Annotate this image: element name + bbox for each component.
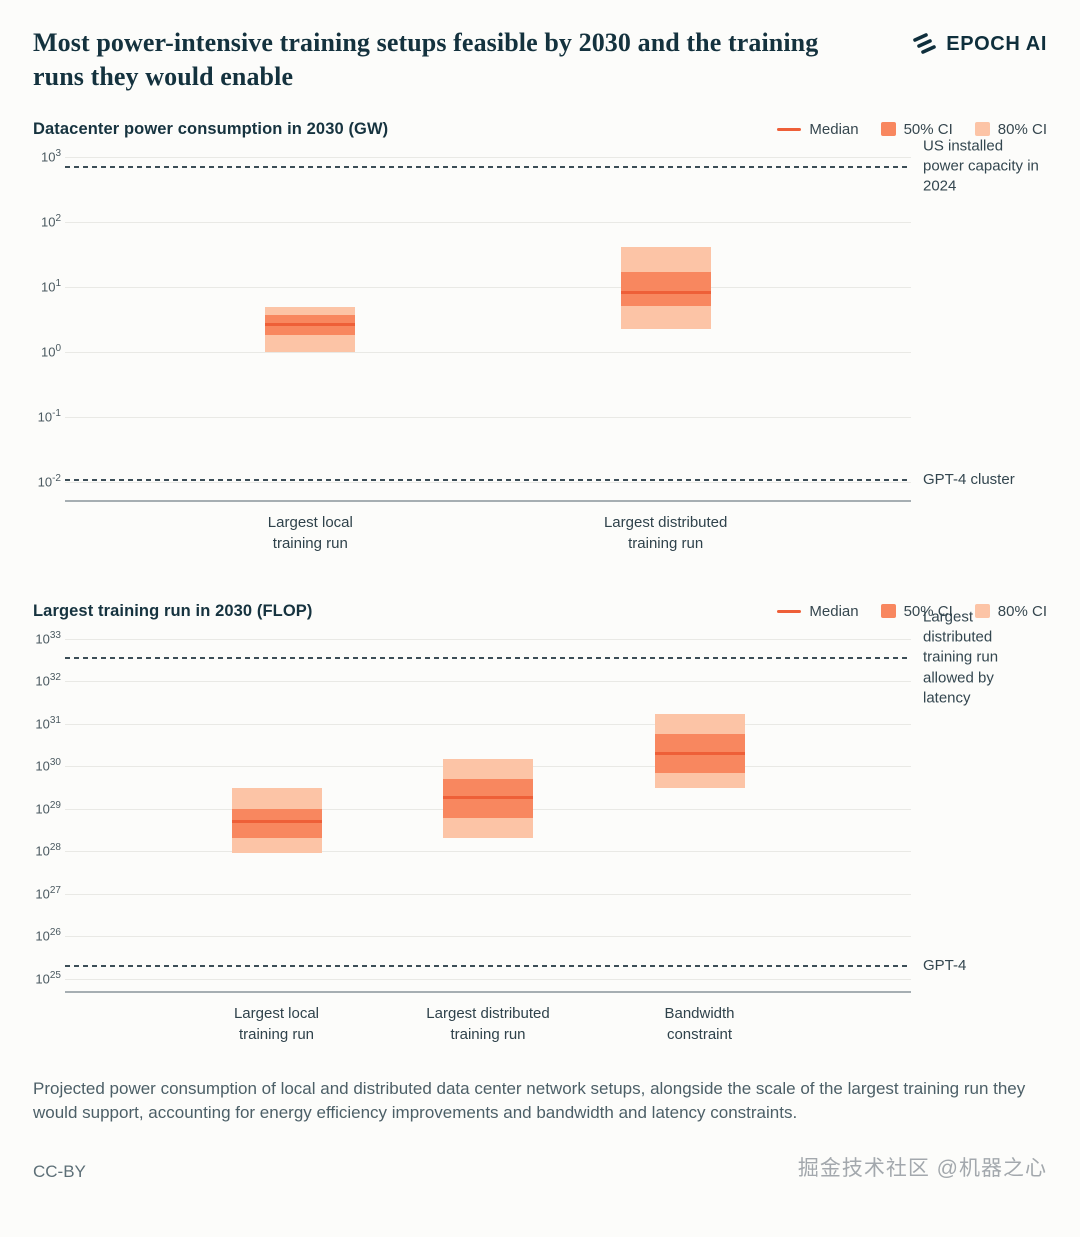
header: Most power-intensive training setups fea…	[33, 26, 1047, 94]
power-chart-title: Datacenter power consumption in 2030 (GW…	[33, 119, 389, 138]
legend-label-ci50: 50% CI	[903, 602, 953, 620]
reference-label: US installed power capacity in 2024	[923, 137, 1039, 195]
gridline	[65, 638, 911, 640]
epoch-ai-logo: EPOCH AI	[911, 32, 1047, 57]
gridline	[65, 351, 911, 353]
y-axis-tick-label: 1030	[35, 757, 61, 774]
y-axis-tick-label: 1026	[35, 927, 61, 944]
y-axis-tick-label: 1033	[35, 629, 61, 646]
ci50-swatch-icon	[880, 122, 896, 137]
median-swatch-icon	[777, 609, 802, 613]
ci50-swatch-icon	[880, 604, 896, 619]
figure-caption: Projected power consumption of local and…	[33, 1078, 1026, 1123]
y-axis-tick-label: 1032	[35, 672, 61, 689]
y-axis-tick-label: 102	[40, 212, 61, 229]
x-axis-line	[65, 990, 911, 993]
epoch-logo-icon	[913, 33, 937, 54]
y-axis-tick-label: 10-1	[37, 407, 61, 424]
y-axis-tick-label: 1027	[35, 884, 61, 901]
legend-item-median: Median	[777, 120, 859, 138]
y-axis-tick-label: 101	[40, 277, 61, 294]
legend-item-ci80: 80% CI	[974, 120, 1047, 138]
y-axis-tick-label: 1025	[35, 969, 61, 986]
power-chart-header: Datacenter power consumption in 2030 (GW…	[33, 120, 1047, 139]
reference-line	[65, 165, 911, 168]
training-run-chart: 1033 1032 1031 1030 1029 1028 1027 1026 1025 Larg…	[33, 608, 1047, 1053]
gridline	[65, 286, 911, 288]
legend-item-median: Median	[777, 602, 859, 620]
reference-line	[65, 656, 911, 659]
category-label: Largest distributed training run	[426, 1004, 550, 1043]
flop-chart-header: Largest training run in 2030 (FLOP) Medi…	[33, 602, 1047, 621]
y-axis-tick-label: 1029	[35, 799, 61, 816]
gridline	[65, 156, 911, 158]
y-axis-tick-label: 1028	[35, 842, 61, 859]
reference-label: GPT-4	[923, 956, 967, 974]
y-axis-tick-label: 10-2	[37, 472, 61, 489]
watermark-text: 掘金技术社区 @机器之心	[797, 1156, 1047, 1180]
median-line	[265, 323, 356, 327]
gridline	[65, 681, 911, 683]
chart-legend: Median 50% CI 80% CI	[777, 603, 1047, 620]
chart-legend: Median 50% CI 80% CI	[777, 121, 1047, 138]
category-label: Largest local training run	[267, 513, 353, 552]
footer: CC-BY 掘金技术社区 @机器之心	[33, 1152, 1047, 1182]
reference-label: GPT-4 cluster	[923, 471, 1015, 489]
legend-label-ci50: 50% CI	[903, 120, 953, 138]
y-axis-tick-label: 100	[40, 342, 61, 359]
reference-label: Largest distributed training run allowed…	[923, 608, 999, 707]
legend-label-median: Median	[809, 120, 859, 138]
gridline	[65, 893, 911, 895]
y-axis-tick-label: 103	[40, 147, 61, 164]
gridline	[65, 978, 911, 980]
gridline	[65, 723, 911, 725]
flop-chart-panel: Largest training run in 2030 (FLOP) Medi…	[33, 602, 1047, 1053]
flop-chart-title: Largest training run in 2030 (FLOP)	[33, 601, 313, 620]
ci-50-box	[620, 271, 711, 307]
power-chart-panel: Datacenter power consumption in 2030 (GW…	[33, 120, 1047, 562]
legend-label-ci80: 80% CI	[997, 602, 1047, 620]
reference-line	[65, 479, 911, 482]
category-label: Largest local training run	[233, 1004, 320, 1043]
legend-item-ci80: 80% CI	[974, 602, 1047, 620]
legend-item-ci50: 50% CI	[880, 602, 953, 620]
legend-label-ci80: 80% CI	[997, 120, 1047, 138]
legend-label-median: Median	[809, 602, 859, 620]
brand-name: EPOCH AI	[946, 33, 1047, 55]
ci80-swatch-icon	[974, 122, 990, 137]
median-line	[443, 796, 533, 800]
y-axis-tick-label: 1031	[35, 714, 61, 731]
x-axis-line	[65, 499, 911, 502]
reference-line	[65, 964, 911, 967]
ci80-swatch-icon	[974, 604, 990, 619]
legend-item-ci50: 50% CI	[880, 120, 953, 138]
gridline	[65, 221, 911, 223]
median-swatch-icon	[777, 127, 802, 131]
gridline	[65, 851, 911, 853]
category-label: Bandwidth constraint	[664, 1004, 735, 1043]
page-title: Most power-intensive training setups fea…	[33, 28, 819, 91]
median-line	[654, 751, 745, 755]
category-label: Largest distributed training run	[603, 513, 728, 552]
median-line	[620, 291, 711, 295]
gridline	[65, 936, 911, 938]
power-consumption-chart: 103 102 101 100 10-1 10-2 US installed power c…	[33, 137, 1047, 562]
gridline	[65, 481, 911, 483]
license-label: CC-BY	[33, 1161, 86, 1181]
median-line	[231, 819, 322, 823]
gridline	[65, 416, 911, 418]
ci-50-box	[231, 808, 322, 839]
